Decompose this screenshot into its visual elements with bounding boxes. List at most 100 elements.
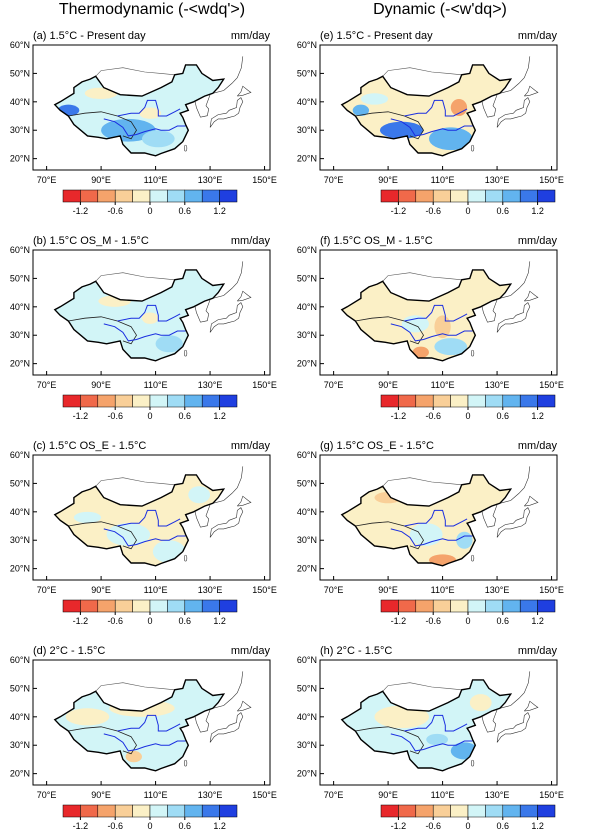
coast [481,94,498,118]
colorbar-box [415,599,434,613]
lat-tick-label: 40°N [297,712,317,722]
lon-tick-label: 110°E [144,790,168,800]
coast [212,466,244,504]
lat-tick-label: 40°N [10,507,30,517]
coast [212,671,244,709]
colorbar-box [398,804,417,818]
lon-tick-label: 90°E [91,585,111,595]
coast [470,144,475,152]
lon-tick-label: 110°E [144,380,168,390]
colorbar-box [219,189,238,203]
colorbar-box [537,599,556,613]
coast [470,349,475,357]
colorbar-label: -1.2 [73,411,89,421]
coast [470,759,475,767]
lat-tick-label: 40°N [297,302,317,312]
lon-tick-label: 150°E [252,175,277,185]
panel-label: (f) 1.5°C OS_M - 1.5°C [320,235,433,247]
coast [496,302,531,333]
colorbar-box [485,394,504,408]
coast [355,316,424,345]
colorbar-box [62,804,81,818]
region-fill [54,269,224,361]
panel-label: (d) 2°C - 1.5°C [33,645,105,657]
border [340,64,513,157]
river [103,733,186,752]
coast [496,507,531,538]
anomaly [456,531,473,549]
colorbar-box [97,804,116,818]
colorbar-label: 0 [465,206,470,216]
lon-tick-label: 150°E [252,585,277,595]
lon-tick-label: 150°E [539,790,564,800]
colorbar-label: 0.6 [497,206,510,216]
colorbar-label: 1.2 [531,206,544,216]
anomaly [379,121,424,139]
anomaly [401,315,429,333]
anomaly [352,104,370,117]
lon-tick-label: 110°E [144,585,168,595]
lat-tick-label: 60°N [297,40,317,50]
region-fill [54,474,224,566]
coast [95,272,175,282]
coast [355,521,424,550]
colorbar-box [502,599,521,613]
colorbar-box [398,599,417,613]
colorbar-box [167,599,186,613]
lon-tick-label: 150°E [539,175,564,185]
colorbar-label: 0 [147,821,152,831]
coast [355,111,424,140]
coast [212,261,244,299]
map-frame [319,249,558,376]
river [117,509,181,527]
river [103,323,186,342]
lon-tick-label: 70°E [324,380,344,390]
lat-tick-label: 30°N [297,125,317,135]
border [53,269,226,362]
coast [382,272,462,282]
region-fill [341,269,511,361]
anomaly [125,750,142,763]
lon-tick-label: 90°E [378,585,398,595]
colorbar-box [485,189,504,203]
lat-tick-label: 50°N [297,478,317,488]
lat-tick-label: 40°N [10,712,30,722]
colorbar-box [415,189,434,203]
colorbar-box [97,599,116,613]
lon-tick-label: 70°E [37,380,57,390]
colorbar-box [62,189,81,203]
river [404,99,468,117]
colorbar-box [502,804,521,818]
lat-tick-label: 20°N [10,769,30,779]
lon-tick-label: 130°E [485,175,510,185]
border [340,269,513,362]
river [390,323,473,342]
coast [382,477,462,487]
colorbar-box [467,804,486,818]
column-title: Thermodynamic (-<wdq'>) [59,1,245,18]
coast [237,85,252,97]
border [340,474,513,567]
colorbar-box [80,394,99,408]
colorbar-label: 0.6 [179,411,192,421]
lon-tick-label: 90°E [378,380,398,390]
river [404,304,468,322]
lat-tick-label: 20°N [10,564,30,574]
coast [183,349,188,357]
region-fill [341,474,511,566]
colorbar-box [184,394,203,408]
colorbar-box [485,599,504,613]
border [340,679,513,772]
coast [499,56,531,94]
lon-tick-label: 130°E [198,585,223,595]
colorbar-box [167,394,186,408]
lat-tick-label: 40°N [297,97,317,107]
lon-tick-label: 130°E [485,790,510,800]
map-frame [32,249,271,376]
lat-tick-label: 20°N [10,154,30,164]
panel-label: (h) 2°C - 1.5°C [320,645,392,657]
map-panel: (h) 2°C - 1.5°C mm/day 60°N 50°N 40°N 30°N 20°… [297,645,564,831]
colorbar-label: -0.6 [107,821,123,831]
coast [194,299,211,323]
lat-tick-label: 50°N [297,683,317,693]
